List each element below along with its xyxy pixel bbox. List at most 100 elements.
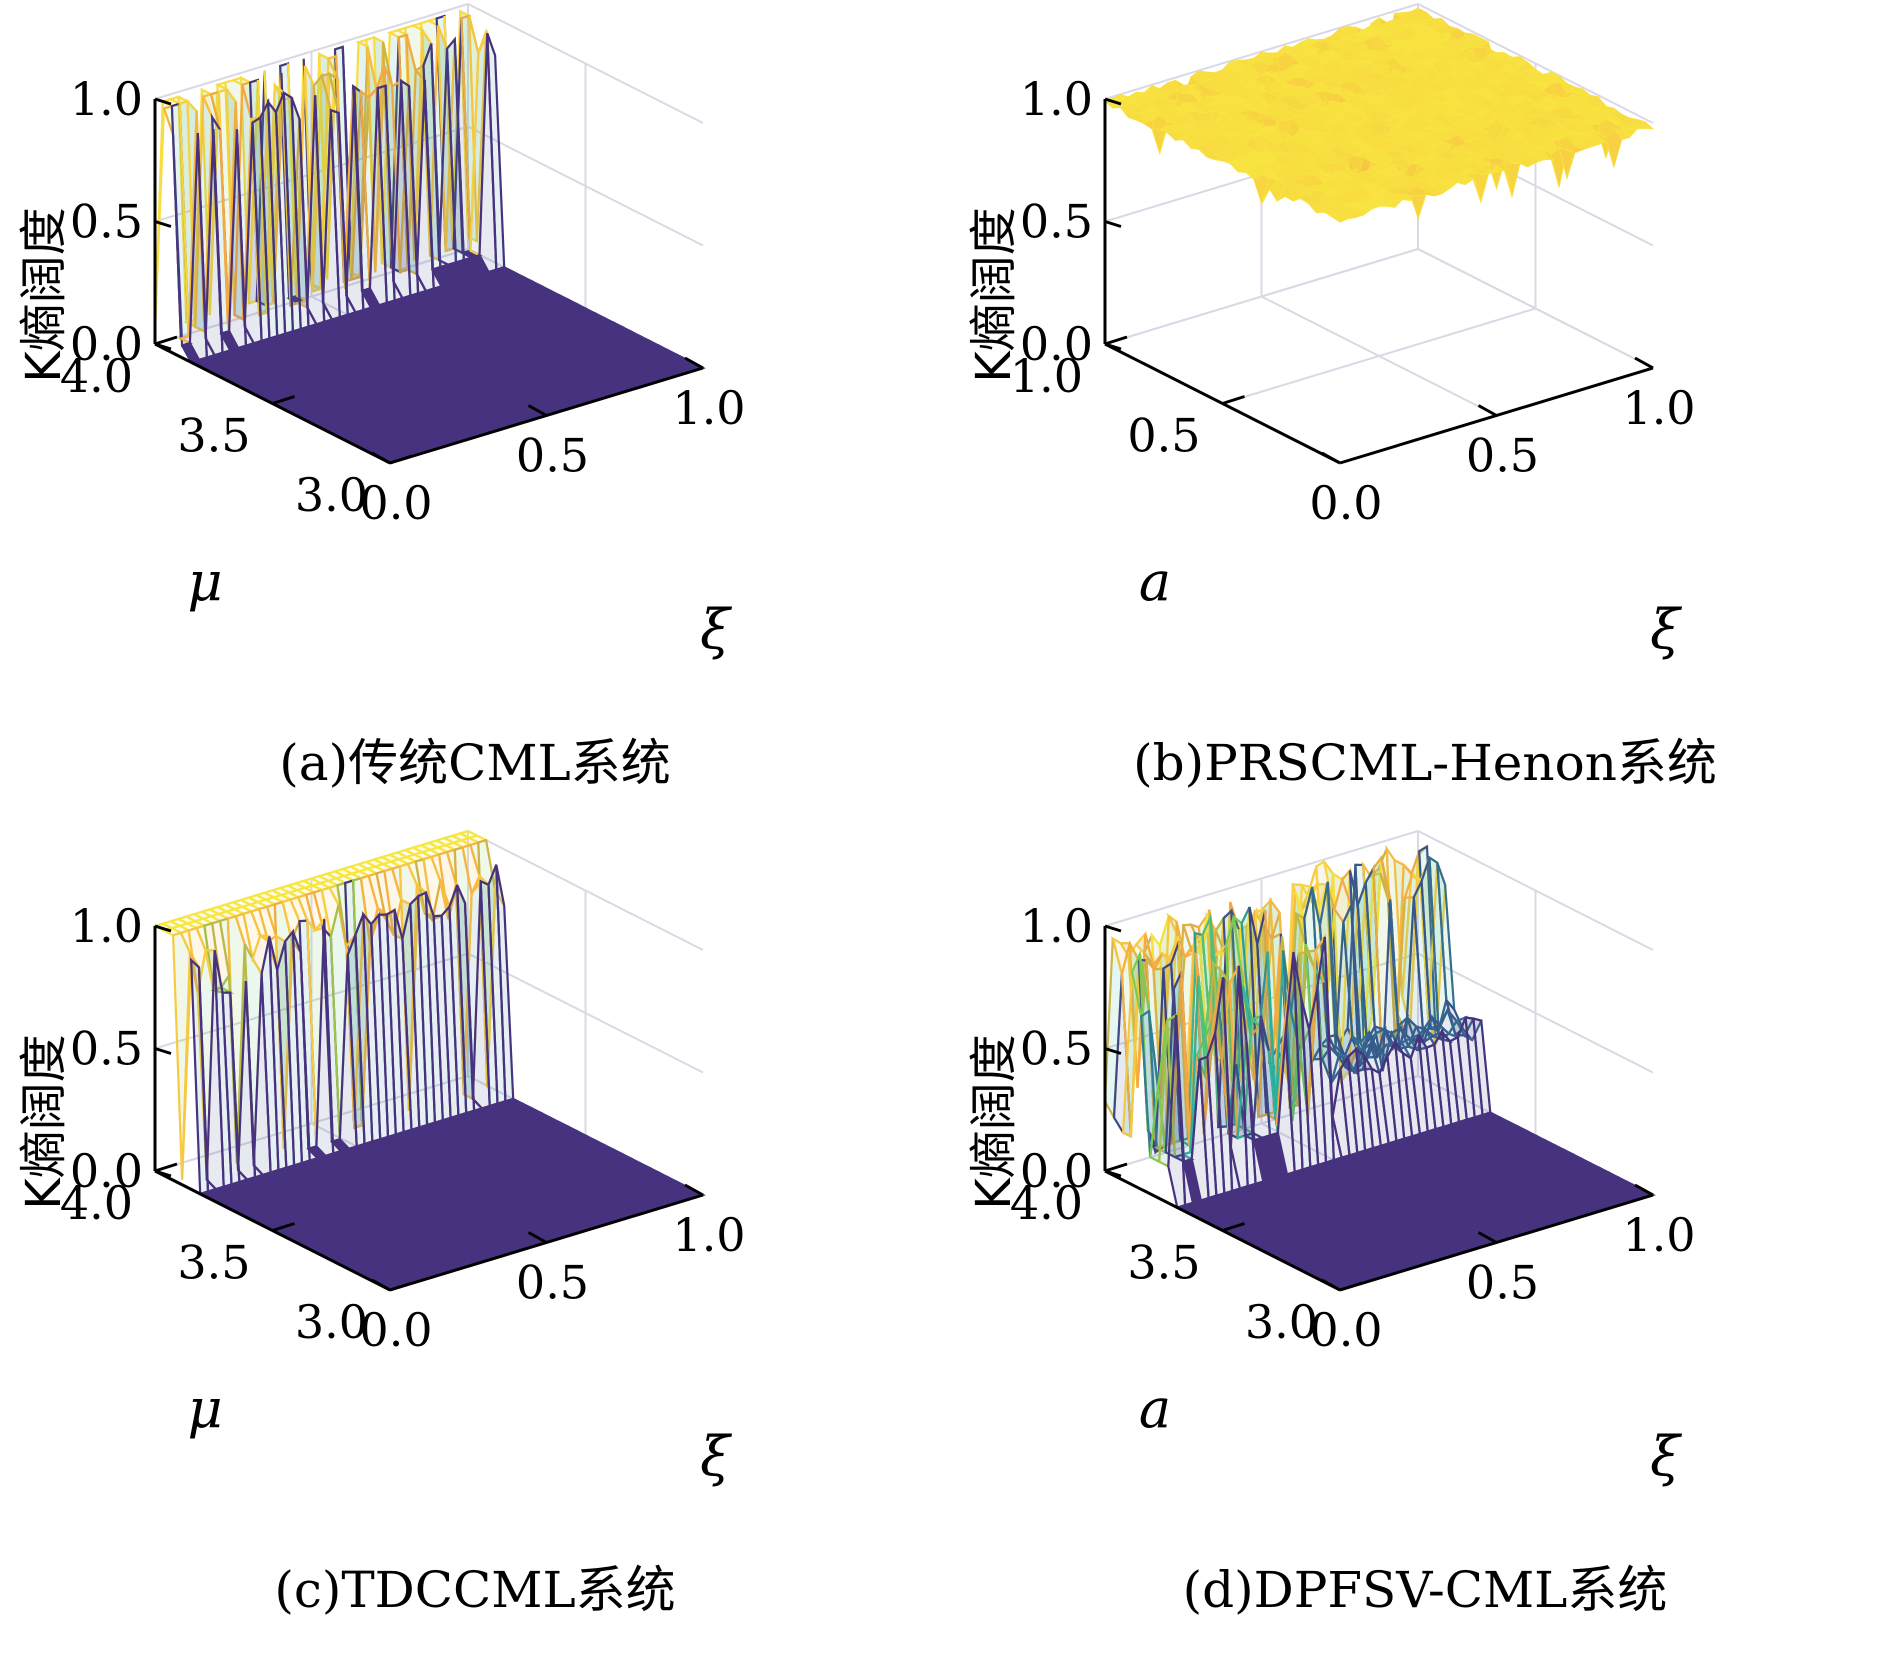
x-axis-label: ξ bbox=[700, 598, 732, 661]
y-tick-label: 3.0 bbox=[295, 1295, 368, 1349]
x-tick-label: 0.5 bbox=[516, 1256, 589, 1310]
y-tick-mark bbox=[1222, 1222, 1245, 1232]
z-tick-label: 0.0 bbox=[1020, 1144, 1093, 1198]
axes: 0.00.51.03.03.54.00.00.51.0 bbox=[60, 899, 746, 1357]
panel-a: 0.00.51.03.03.54.00.00.51.0K熵阔度μξ(a)传统CM… bbox=[16, 2, 746, 792]
surface-quad bbox=[1503, 162, 1521, 198]
y-axis-label: μ bbox=[187, 1377, 222, 1440]
x-tick-mark bbox=[527, 1231, 548, 1244]
y-tick-label: 3.0 bbox=[1245, 1295, 1318, 1349]
panel-caption: (c)TDCCML系统 bbox=[274, 1561, 675, 1619]
y-tick-label: 4.0 bbox=[60, 349, 133, 403]
y-tick-label: 1.0 bbox=[1010, 349, 1083, 403]
x-tick-mark bbox=[371, 1278, 391, 1292]
panel-caption: (d)DPFSV-CML系统 bbox=[1183, 1561, 1668, 1619]
y-tick-mark bbox=[389, 454, 413, 465]
y-tick-label: 3.5 bbox=[177, 1236, 250, 1290]
y-tick-mark bbox=[389, 1281, 413, 1292]
surface-mesh bbox=[1103, 844, 1656, 1292]
y-tick-mark bbox=[1339, 1281, 1363, 1292]
y-axis-label: μ bbox=[187, 550, 222, 613]
x-tick-label: 0.5 bbox=[1466, 429, 1539, 483]
x-tick-label: 0.5 bbox=[1466, 1256, 1539, 1310]
y-tick-mark bbox=[272, 1222, 295, 1232]
z-tick-mark bbox=[1104, 97, 1122, 106]
z-axis-label: K熵阔度 bbox=[966, 1034, 1022, 1209]
z-tick-mark bbox=[154, 220, 172, 228]
x-axis-label: ξ bbox=[700, 1425, 732, 1488]
x-tick-label: 1.0 bbox=[672, 381, 745, 435]
x-tick-label: 0.0 bbox=[1309, 476, 1382, 530]
z-tick-label: 1.0 bbox=[1020, 899, 1093, 953]
z-tick-label: 1.0 bbox=[70, 72, 143, 126]
z-tick-label: 1.0 bbox=[70, 899, 143, 953]
x-tick-label: 1.0 bbox=[1622, 1208, 1695, 1262]
y-tick-mark bbox=[1104, 335, 1128, 346]
z-tick-mark bbox=[1104, 924, 1122, 933]
panel-c: 0.00.51.03.03.54.00.00.51.0K熵阔度μξ(c)TDCC… bbox=[16, 829, 746, 1619]
y-tick-mark bbox=[1104, 1162, 1128, 1173]
x-tick-mark bbox=[1634, 356, 1654, 370]
y-axis-label: a bbox=[1139, 1377, 1171, 1440]
z-tick-mark bbox=[1104, 342, 1122, 351]
x-tick-mark bbox=[1477, 1231, 1498, 1244]
z-gridline-0 bbox=[1104, 247, 1654, 369]
axes: 0.00.51.00.51.00.00.51.0 bbox=[1010, 72, 1696, 530]
z-tick-label: 0.0 bbox=[70, 1144, 143, 1198]
z-tick-mark bbox=[1104, 220, 1122, 228]
x-axis-label: ξ bbox=[1650, 1425, 1682, 1488]
panel-b: 0.00.51.00.51.00.00.51.0K熵阔度aξ(b)PRSCML-… bbox=[966, 2, 1717, 792]
axes: 0.00.51.03.03.54.00.00.51.0 bbox=[60, 72, 746, 530]
x-axis-label: ξ bbox=[1650, 598, 1682, 661]
z-tick-mark bbox=[1104, 1169, 1122, 1178]
x-tick-mark bbox=[1321, 1278, 1341, 1292]
z-axis-label: K熵阔度 bbox=[966, 207, 1022, 382]
x-tick-mark bbox=[684, 356, 704, 370]
x-tick-mark bbox=[1477, 404, 1498, 417]
y-tick-label: 3.0 bbox=[295, 468, 368, 522]
z-axis-label: K熵阔度 bbox=[16, 1034, 72, 1209]
y-tick-mark bbox=[154, 335, 178, 346]
y-tick-label: 3.5 bbox=[177, 409, 250, 463]
y-tick-label: 4.0 bbox=[60, 1176, 133, 1230]
surface-quad bbox=[1636, 121, 1655, 130]
z-tick-label: 0.5 bbox=[1020, 1022, 1093, 1076]
x-tick-label: 0.0 bbox=[359, 1303, 432, 1357]
z-tick-label: 0.5 bbox=[1020, 195, 1093, 249]
panel-caption: (a)传统CML系统 bbox=[279, 734, 670, 792]
y-tick-mark bbox=[1222, 395, 1245, 405]
y-tick-label: 4.0 bbox=[1010, 1176, 1083, 1230]
y-tick-label: 3.5 bbox=[1127, 1236, 1200, 1290]
z-tick-label: 0.0 bbox=[70, 317, 143, 371]
y-tick-label: 0.5 bbox=[1127, 409, 1200, 463]
z-axis-label: K熵阔度 bbox=[16, 207, 72, 382]
x-tick-label: 0.5 bbox=[516, 429, 589, 483]
z-tick-mark bbox=[1104, 1047, 1122, 1055]
panel-caption: (b)PRSCML-Henon系统 bbox=[1133, 734, 1717, 792]
x-tick-label: 1.0 bbox=[672, 1208, 745, 1262]
z-tick-label: 0.5 bbox=[70, 195, 143, 249]
surface-mesh bbox=[153, 9, 706, 465]
z-tick-mark bbox=[154, 924, 172, 933]
x-tick-mark bbox=[527, 404, 548, 417]
x-tick-label: 0.0 bbox=[359, 476, 432, 530]
x-tick-mark bbox=[1321, 451, 1341, 465]
y-axis-label: a bbox=[1139, 550, 1171, 613]
x-tick-mark bbox=[371, 451, 391, 465]
z-tick-label: 0.5 bbox=[70, 1022, 143, 1076]
z-tick-label: 1.0 bbox=[1020, 72, 1093, 126]
z-tick-mark bbox=[154, 97, 172, 106]
x-tick-label: 0.0 bbox=[1309, 1303, 1382, 1357]
z-tick-label: 0.0 bbox=[1020, 317, 1093, 371]
z-tick-mark bbox=[154, 1169, 172, 1178]
axes: 0.00.51.03.03.54.00.00.51.0 bbox=[1010, 899, 1696, 1357]
z-tick-mark bbox=[154, 1047, 172, 1055]
surface-mesh bbox=[1104, 7, 1655, 223]
x-tick-mark bbox=[684, 1183, 704, 1197]
panel-d: 0.00.51.03.03.54.00.00.51.0K熵阔度aξ(d)DPFS… bbox=[966, 829, 1696, 1619]
y-tick-mark bbox=[272, 395, 295, 405]
x-tick-mark bbox=[1634, 1183, 1654, 1197]
z-tick-mark bbox=[154, 342, 172, 351]
y-tick-mark bbox=[154, 1162, 178, 1173]
